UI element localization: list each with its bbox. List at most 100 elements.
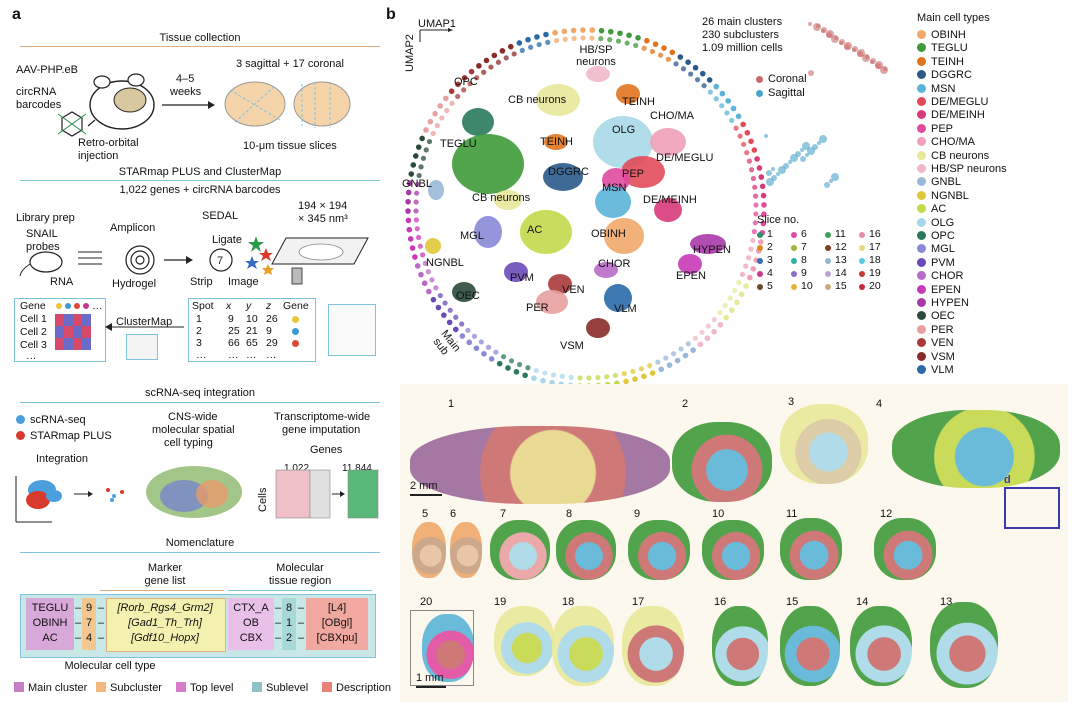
cell-type-dot xyxy=(917,217,926,227)
cell-type-legend-item: CB neurons xyxy=(917,150,989,163)
ring-dot xyxy=(751,229,757,235)
slice-dot xyxy=(757,232,763,238)
spot-cell: … xyxy=(196,349,207,361)
to-genes: 11,844 xyxy=(342,463,372,474)
ring-dot xyxy=(589,35,595,41)
cell-type-label: CHOR xyxy=(931,270,964,283)
main-cluster-name: OBINH xyxy=(32,617,68,629)
slice-number: 12 xyxy=(835,241,847,253)
cluster-blob xyxy=(543,163,583,191)
cluster-blob xyxy=(621,156,665,188)
region-description: [CBXpu] xyxy=(316,632,358,644)
weeks-label-2: weeks xyxy=(170,86,202,98)
slice-number-label: 6 xyxy=(450,508,457,520)
slice-number-label: 17 xyxy=(632,596,645,608)
ring-dot xyxy=(542,370,548,376)
cluster-blob xyxy=(654,198,682,222)
cell-type-dot xyxy=(917,324,926,334)
gene-header: Gene xyxy=(283,300,309,312)
heatmap-grid xyxy=(55,303,91,350)
ring-dot xyxy=(759,183,766,190)
tissue-slice xyxy=(874,518,936,580)
marker-box xyxy=(106,598,226,652)
ring-dot xyxy=(461,75,468,81)
ring-dot xyxy=(612,372,619,379)
ring-dot xyxy=(430,130,436,137)
cell-type-dot xyxy=(917,204,926,214)
marker-genes: [Gad1_Th_Trh] xyxy=(128,617,202,629)
ring-dot xyxy=(493,349,499,355)
mini-umap-point xyxy=(883,67,887,71)
image-label: Image xyxy=(228,276,259,288)
cell-type-dot xyxy=(917,351,926,361)
cluster-blob xyxy=(586,318,610,338)
cell-type-legend-item: MGL xyxy=(917,243,955,256)
slice-legend-item: 3 xyxy=(757,254,773,267)
ring-dot xyxy=(744,150,750,156)
slice-dot xyxy=(859,232,865,238)
region-label-1: Molecular xyxy=(276,562,324,574)
strip-label: Strip xyxy=(190,276,213,288)
genes-label: Genes xyxy=(310,444,343,456)
ring-dot xyxy=(734,299,740,306)
gene-matrix-header: Gene xyxy=(20,300,46,312)
cell-type-legend-item: EPEN xyxy=(917,284,961,297)
spot-cell: 65 xyxy=(246,337,258,349)
mini-umap-point xyxy=(852,46,858,52)
mini-umap-point xyxy=(839,39,845,45)
ring-dot xyxy=(674,357,681,364)
cell-type-dot xyxy=(917,298,926,307)
cell-type-label: MGL xyxy=(931,243,955,256)
scrna-legend: scRNA-seq xyxy=(16,414,86,427)
cell-type-label: AC xyxy=(931,203,947,216)
tissue-collection-heading: Tissue collection xyxy=(159,32,241,44)
cell-type-dot xyxy=(917,123,926,133)
ring-dot xyxy=(483,57,490,64)
ring-dot xyxy=(503,55,509,61)
spot-cell: … xyxy=(266,349,277,361)
ring-dot xyxy=(405,217,412,224)
ring-dot xyxy=(750,175,757,182)
ring-dot xyxy=(453,326,459,333)
ring-dot xyxy=(670,351,677,357)
cell-type-dot xyxy=(917,56,926,66)
cluster-label: HYPEN xyxy=(693,244,731,256)
cluster-label: GNBL xyxy=(402,178,432,190)
ring-dot xyxy=(412,153,419,159)
zoom-box-d xyxy=(1004,487,1060,529)
cell-type-legend-item: DGGRC xyxy=(917,69,972,82)
sublevel-box xyxy=(282,598,296,650)
ring-dot xyxy=(423,147,429,153)
mini-umap-point xyxy=(771,167,775,171)
ring-dot xyxy=(598,27,605,34)
mini-umap-point xyxy=(829,179,833,183)
cell-type-dot xyxy=(917,110,926,120)
ring-dot xyxy=(478,339,484,345)
gene-dot xyxy=(292,328,299,335)
ring-dot xyxy=(750,237,756,244)
tissue-slice xyxy=(850,606,912,686)
ring-dot xyxy=(568,374,574,380)
dash: – xyxy=(274,617,282,629)
ring-dot xyxy=(692,335,698,341)
mouse-icon xyxy=(87,73,155,130)
top-level-region: CTX_A xyxy=(233,602,269,614)
slice-number-label: 9 xyxy=(634,508,641,520)
ring-dot xyxy=(719,90,726,97)
ring-dot xyxy=(418,271,424,278)
ring-dot xyxy=(738,291,745,298)
legend-label: Subcluster xyxy=(110,682,162,694)
ring-dot xyxy=(638,366,644,372)
tissue-slice xyxy=(450,522,482,578)
spot-cell: 2 xyxy=(196,325,202,337)
ring-dot xyxy=(723,314,730,321)
ring-dot xyxy=(422,260,428,266)
ring-dot xyxy=(421,280,428,287)
ring-dot xyxy=(508,358,515,364)
coronal-dot xyxy=(756,76,763,83)
ring-dot xyxy=(757,239,764,245)
ring-dot xyxy=(626,32,632,39)
slice-number: 4 xyxy=(767,267,773,279)
dash: – xyxy=(297,617,305,629)
ring-dot xyxy=(699,329,705,335)
